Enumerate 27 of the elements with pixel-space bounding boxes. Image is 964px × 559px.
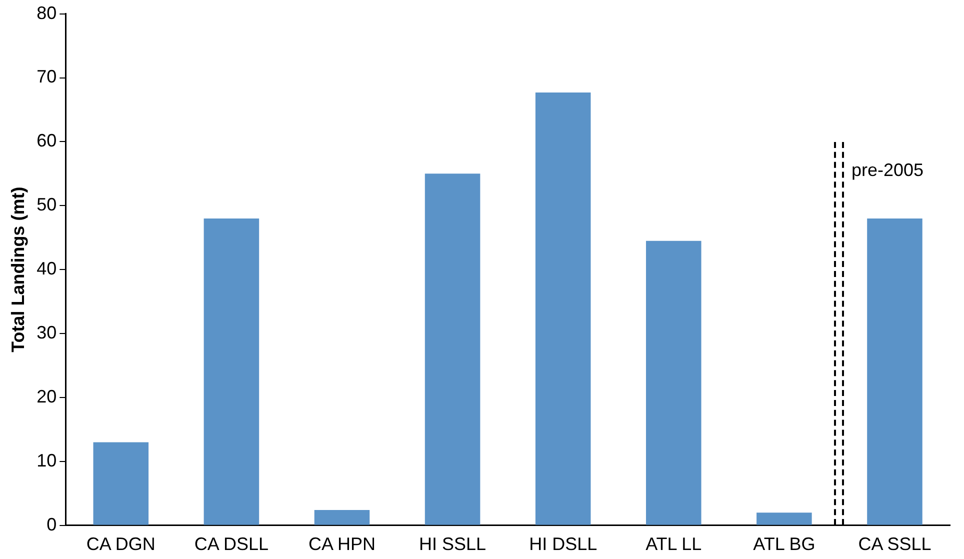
y-tick-label: 40 (36, 258, 57, 279)
y-tick-label: 0 (46, 514, 57, 534)
bar (314, 510, 370, 525)
x-tick-label: CA DGN (86, 534, 156, 554)
x-tick-label: HI DSLL (529, 534, 598, 554)
y-tick-label: 70 (36, 66, 57, 87)
y-tick-label: 80 (36, 2, 57, 23)
y-tick-label: 50 (36, 194, 57, 215)
bar (867, 218, 922, 525)
bar (646, 240, 702, 525)
annotation: pre-2005 (851, 160, 924, 181)
y-axis-title: Total Landings (mt) (8, 186, 28, 352)
bar (424, 174, 480, 525)
x-tick-label: ATL LL (646, 534, 702, 554)
x-tick-label: HI SSLL (419, 534, 486, 554)
y-tick-label: 10 (36, 450, 57, 470)
x-tick-label: ATL BG (753, 534, 816, 554)
y-tick-label: 30 (36, 322, 57, 343)
bar (756, 512, 812, 525)
bar (204, 218, 260, 525)
x-tick-label: CA SSLL (858, 534, 932, 554)
x-tick-label: CA DSLL (194, 534, 268, 554)
y-tick-label: 60 (36, 130, 57, 151)
bar (93, 442, 149, 525)
x-tick-label: CA HPN (308, 534, 376, 554)
y-tick-label: 20 (36, 386, 57, 406)
bar (535, 92, 591, 525)
